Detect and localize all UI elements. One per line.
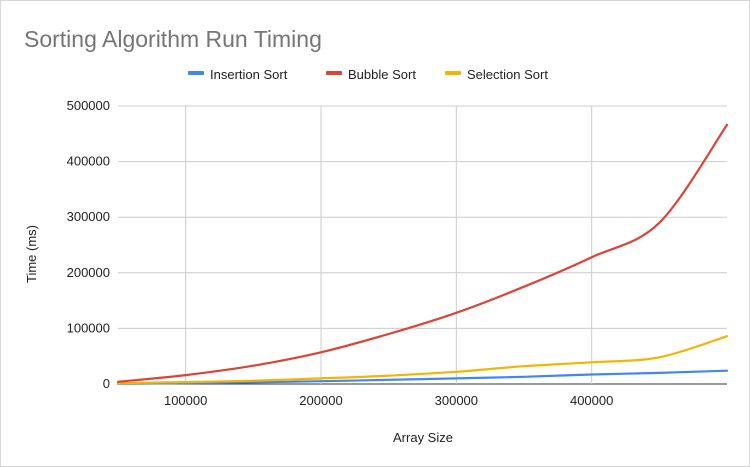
y-tick-label: 300000 <box>67 209 110 224</box>
legend-item-insertion-sort[interactable]: Insertion Sort <box>188 67 288 82</box>
y-tick-label: 500000 <box>67 98 110 113</box>
legend: Insertion Sort Bubble Sort Selection Sort <box>188 67 548 82</box>
x-axis-label: Array Size <box>393 430 453 445</box>
grid <box>118 105 727 385</box>
legend-label: Insertion Sort <box>210 67 288 82</box>
y-tick-label: 400000 <box>67 154 110 169</box>
legend-label: Selection Sort <box>467 67 548 82</box>
legend-swatch <box>326 71 342 75</box>
series-line-selection-sort <box>116 335 729 385</box>
x-axis-ticks: 100000 200000 300000 400000 <box>164 393 613 408</box>
y-axis-ticks: 0 100000 200000 300000 400000 500000 <box>67 98 110 391</box>
legend-swatch <box>188 71 204 75</box>
y-axis-label: Time (ms) <box>24 225 39 283</box>
x-tick-label: 300000 <box>435 393 478 408</box>
x-tick-label: 200000 <box>299 393 342 408</box>
y-tick-label: 100000 <box>67 320 110 335</box>
legend-swatch <box>445 71 461 75</box>
series-line-insertion-sort <box>116 369 729 385</box>
legend-label: Bubble Sort <box>348 67 416 82</box>
x-tick-label: 400000 <box>570 393 613 408</box>
legend-item-selection-sort[interactable]: Selection Sort <box>445 67 548 82</box>
chart-title: Sorting Algorithm Run Timing <box>24 26 322 52</box>
y-tick-label: 200000 <box>67 265 110 280</box>
series-lines <box>116 123 729 385</box>
legend-item-bubble-sort[interactable]: Bubble Sort <box>326 67 416 82</box>
y-tick-label: 0 <box>103 376 110 391</box>
series-line-bubble-sort <box>116 123 729 383</box>
x-tick-label: 100000 <box>164 393 207 408</box>
